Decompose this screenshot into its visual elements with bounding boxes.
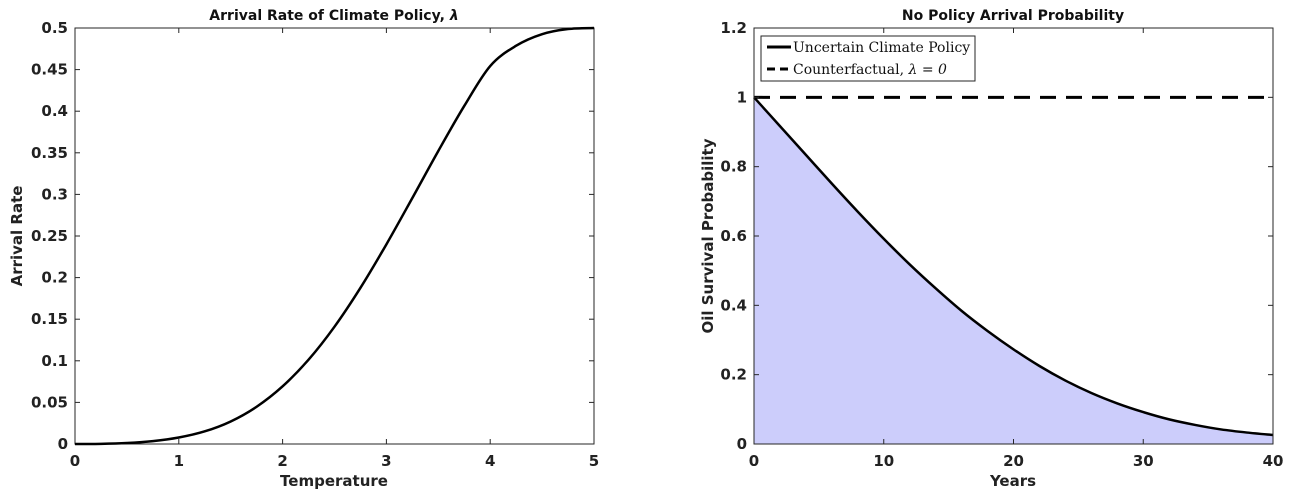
- x-tick-label: 20: [1003, 452, 1024, 470]
- y-tick-label: 0: [737, 435, 747, 453]
- legend: Uncertain Climate Policy Counterfactual,…: [760, 35, 976, 82]
- left-y-axis-label: Arrival Rate: [8, 186, 26, 287]
- y-tick-label: 0.15: [31, 310, 68, 328]
- y-tick-label: 0: [58, 435, 68, 453]
- left-chart: Arrival Rate of Climate Policy, λ 0 1 2 3 4 5…: [8, 8, 599, 490]
- right-chart-title: No Policy Arrival Probability: [902, 8, 1124, 24]
- x-tick-label: 4: [485, 452, 495, 470]
- left-plot-area: [74, 27, 595, 445]
- legend-box: [760, 35, 976, 82]
- y-tick-label: 0.25: [31, 227, 68, 245]
- right-x-axis-label: Years: [989, 472, 1036, 490]
- left-axes-ticks: 0 1 2 3 4 5 0 0.05 0.1 0.15 0.2 0.25 0.3 0.35 0.4 0.45 0…: [31, 19, 599, 470]
- right-chart: No Policy Arrival Probability 0 10 20 30 400…: [699, 8, 1283, 490]
- uncertain-policy-line: [753, 96, 1274, 437]
- y-tick-label: 0.8: [720, 158, 747, 176]
- y-tick-label: 0.35: [31, 144, 68, 162]
- y-tick-label: 0.6: [720, 227, 747, 245]
- right-axes-ticks: 0 10 20 30 40 0 0.2 0.4 0.6 0.8 1 1.2: [720, 19, 1283, 470]
- y-tick-label: 0.05: [31, 393, 68, 411]
- y-tick-label: 0.3: [41, 185, 68, 203]
- right-y-axis-label: Oil Survival Probability: [699, 138, 717, 333]
- y-tick-label: 1: [737, 88, 747, 106]
- y-tick-label: 0.2: [41, 269, 68, 287]
- x-tick-label: 30: [1133, 452, 1154, 470]
- legend-counterfactual-label: Counterfactual, λ = 0: [793, 62, 947, 78]
- y-tick-label: 1.2: [720, 19, 747, 37]
- x-tick-label: 5: [589, 452, 599, 470]
- y-tick-label: 0.4: [41, 102, 68, 120]
- y-tick-label: 0.1: [41, 352, 68, 370]
- x-tick-label: 2: [277, 452, 287, 470]
- left-chart-title: Arrival Rate of Climate Policy, λ: [209, 8, 458, 24]
- y-tick-label: 0.45: [31, 61, 68, 79]
- x-tick-label: 1: [174, 452, 184, 470]
- arrival-rate-line: [74, 26, 595, 446]
- y-tick-label: 0.5: [41, 19, 68, 37]
- x-tick-label: 0: [70, 452, 80, 470]
- x-tick-label: 3: [381, 452, 391, 470]
- x-tick-label: 0: [749, 452, 759, 470]
- survival-probability-area: [754, 97, 1273, 444]
- y-tick-label: 0.4: [720, 296, 747, 314]
- y-tick-label: 0.2: [720, 366, 747, 384]
- x-tick-label: 10: [873, 452, 894, 470]
- legend-uncertain-label: Uncertain Climate Policy: [793, 40, 970, 56]
- x-tick-label: 40: [1263, 452, 1284, 470]
- left-x-axis-label: Temperature: [280, 472, 388, 490]
